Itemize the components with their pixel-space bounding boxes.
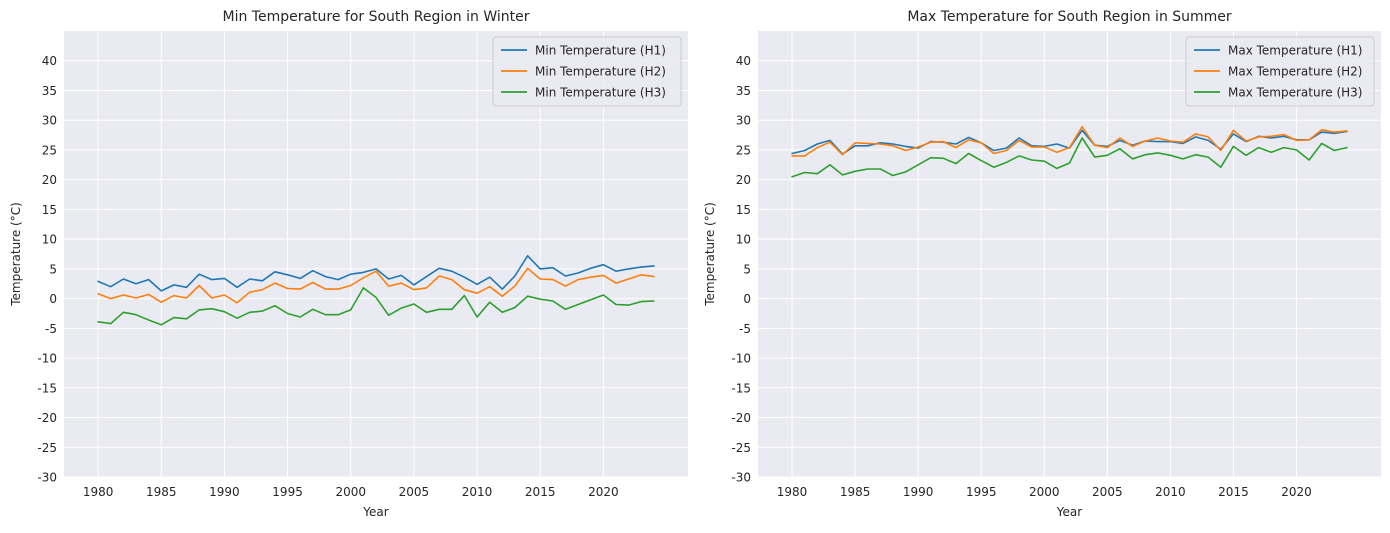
x-tick-label: 1985 (146, 485, 177, 499)
y-tick-label: 25 (736, 143, 751, 157)
x-tick-label: 1980 (83, 485, 114, 499)
x-tick-label: 2015 (1218, 485, 1249, 499)
y-tick-label: -30 (37, 471, 57, 485)
legend-box (492, 36, 682, 107)
x-tick-label: 2005 (399, 485, 430, 499)
y-tick-label: 0 (743, 292, 751, 306)
y-tick-label: -10 (37, 352, 57, 366)
y-tick-label: -15 (37, 381, 57, 395)
x-tick-label: 1980 (777, 485, 808, 499)
legend-label: Max Temperature (H1) (1228, 44, 1362, 58)
series-line-2 (97, 267, 655, 304)
y-tick-label: 20 (736, 173, 751, 187)
y-axis-label: Temperature (°C) (9, 202, 23, 307)
y-tick-label: -5 (739, 322, 751, 336)
y-tick-label: 25 (42, 143, 57, 157)
y-tick-label: 15 (42, 203, 57, 217)
y-tick-label: -20 (731, 411, 751, 425)
y-axis-label: Temperature (°C) (703, 202, 717, 307)
y-tick-label: 30 (736, 114, 751, 128)
x-tick-label: 1985 (840, 485, 871, 499)
legend-label: Max Temperature (H2) (1228, 65, 1362, 79)
x-axis-label: Year (1056, 505, 1082, 519)
x-tick-label: 2000 (335, 485, 366, 499)
y-tick-label: 40 (42, 54, 57, 68)
y-tick-label: 5 (49, 262, 57, 276)
y-tick-label: 10 (736, 233, 751, 247)
y-tick-label: 10 (42, 233, 57, 247)
y-tick-label: -30 (731, 471, 751, 485)
x-tick-label: 2010 (1155, 485, 1186, 499)
chart-panel-2: -30 -25 -20 -15 -10 -5 0 5 10 15 20 25 30 35 40 1980 198… (703, 9, 1381, 519)
x-tick-label: 1995 (272, 485, 303, 499)
series-line-3 (791, 137, 1348, 178)
legend-label: Min Temperature (H3) (535, 86, 666, 100)
chart-panel-1: -30 -25 -20 -15 -10 -5 0 5 10 15 20 25 30 35 40 1980 198… (9, 9, 688, 519)
y-tick-label: 40 (736, 54, 751, 68)
y-tick-label: 0 (49, 292, 57, 306)
series-line-3 (97, 287, 655, 326)
legend: Min Temperature (H1) Min Temperature (H2)… (492, 36, 682, 107)
x-tick-label: 1990 (209, 485, 240, 499)
chart-title: Min Temperature for South Region in Wint… (222, 9, 529, 25)
x-tick-label: 2000 (1029, 485, 1060, 499)
y-tick-label: -25 (37, 441, 57, 455)
x-axis-label: Year (362, 505, 388, 519)
legend-label: Min Temperature (H1) (535, 44, 666, 58)
y-tick-label: -25 (731, 441, 751, 455)
x-tick-label: 1990 (903, 485, 934, 499)
x-tick-label: 1995 (966, 485, 997, 499)
legend: Max Temperature (H1) Max Temperature (H2)… (1185, 36, 1375, 107)
y-tick-label: -10 (731, 352, 751, 366)
x-tick-label: 2010 (462, 485, 493, 499)
legend-box (1185, 36, 1375, 107)
y-tick-label: -15 (731, 381, 751, 395)
y-tick-label: 20 (42, 173, 57, 187)
chart-title: Max Temperature for South Region in Summ… (907, 9, 1232, 25)
y-tick-label: 35 (736, 84, 751, 98)
y-tick-label: 15 (736, 203, 751, 217)
x-tick-label: 2005 (1092, 485, 1123, 499)
y-tick-label: 5 (743, 262, 751, 276)
legend-label: Max Temperature (H3) (1228, 86, 1362, 100)
series-line-2 (791, 125, 1348, 157)
x-tick-label: 2015 (525, 485, 556, 499)
legend-label: Min Temperature (H2) (535, 65, 666, 79)
x-tick-label: 2020 (588, 485, 619, 499)
series-line-1 (97, 255, 655, 292)
y-tick-label: 35 (42, 84, 57, 98)
y-tick-label: 30 (42, 114, 57, 128)
y-tick-label: -5 (45, 322, 57, 336)
x-tick-label: 2020 (1281, 485, 1312, 499)
y-tick-label: -20 (37, 411, 57, 425)
